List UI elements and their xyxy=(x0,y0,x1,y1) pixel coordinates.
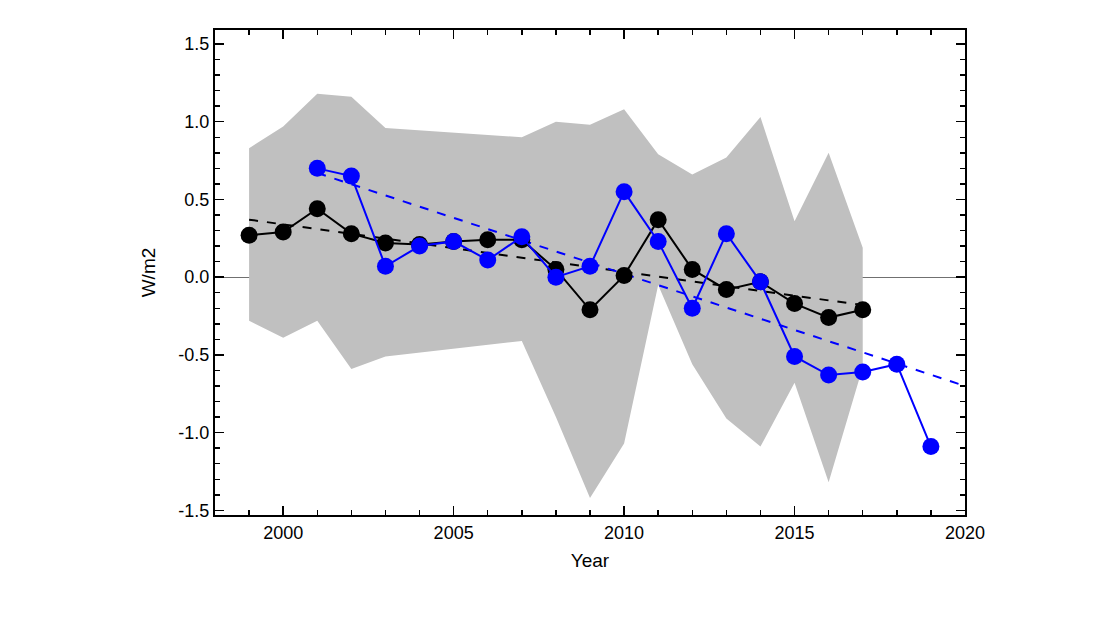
svg-text:-0.5: -0.5 xyxy=(178,345,209,365)
svg-text:W/m2: W/m2 xyxy=(138,248,159,298)
svg-text:2020: 2020 xyxy=(945,523,985,543)
svg-text:Year: Year xyxy=(571,550,610,571)
svg-text:2010: 2010 xyxy=(604,523,644,543)
svg-text:-1.5: -1.5 xyxy=(178,501,209,521)
svg-text:1.5: 1.5 xyxy=(184,34,209,54)
svg-text:-1.0: -1.0 xyxy=(178,423,209,443)
svg-text:2015: 2015 xyxy=(775,523,815,543)
svg-text:1.0: 1.0 xyxy=(184,112,209,132)
svg-text:2005: 2005 xyxy=(434,523,474,543)
svg-text:0.5: 0.5 xyxy=(184,190,209,210)
svg-text:2000: 2000 xyxy=(263,523,303,543)
svg-text:0.0: 0.0 xyxy=(184,267,209,287)
